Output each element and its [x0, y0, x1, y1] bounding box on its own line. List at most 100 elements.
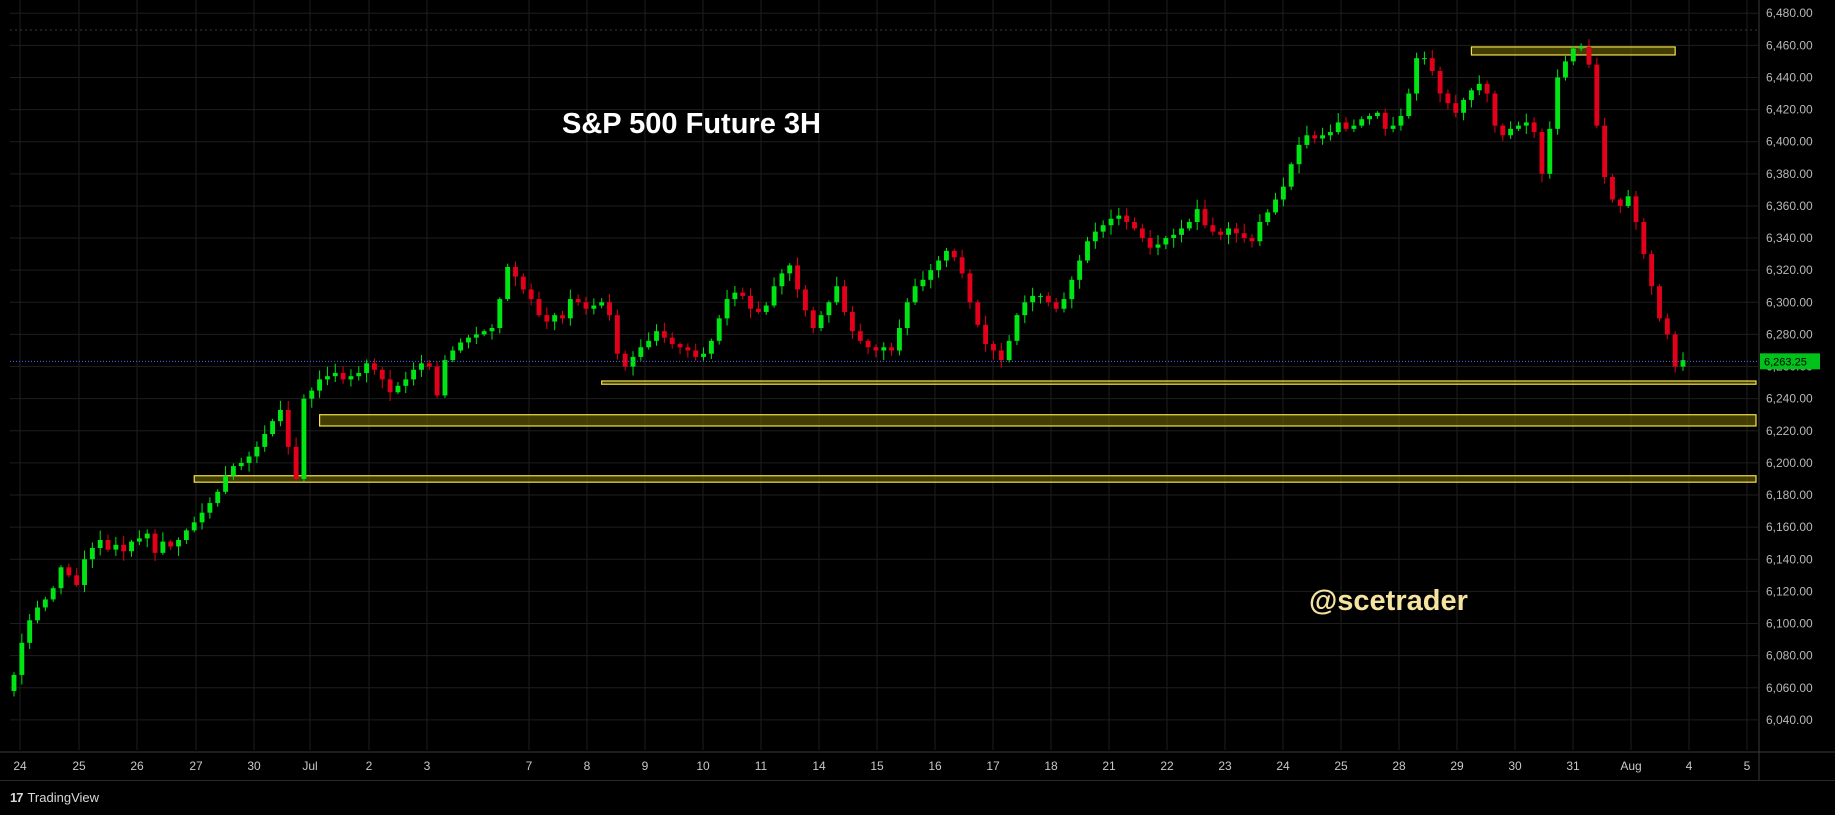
candle-body [1124, 215, 1130, 222]
candle [881, 342, 887, 361]
candle-body [513, 266, 518, 277]
candle-body [936, 260, 942, 271]
candle-body [262, 434, 268, 447]
candle [1539, 128, 1545, 183]
candle-body [1421, 58, 1427, 60]
candle [904, 298, 910, 336]
candle [1351, 119, 1357, 133]
candle-body [1233, 228, 1239, 234]
candle-body [1367, 116, 1373, 120]
candle [1069, 276, 1075, 309]
candle [826, 300, 832, 323]
candle-body [575, 299, 581, 303]
candle [82, 550, 87, 593]
candle [466, 334, 471, 349]
candle [1273, 192, 1278, 215]
candle-body [1586, 46, 1592, 65]
candle [42, 596, 48, 612]
candle [1570, 46, 1576, 66]
candle-body [1453, 103, 1459, 113]
candle [129, 539, 134, 557]
y-tick-label: 6,480.00 [1766, 6, 1813, 20]
candle [1563, 55, 1568, 81]
candle-body [497, 299, 503, 328]
candle-body [1132, 222, 1137, 229]
candle-body [1469, 90, 1474, 100]
y-tick-label: 6,280.00 [1766, 327, 1813, 341]
candle [591, 298, 597, 315]
y-tick-label: 6,080.00 [1766, 649, 1813, 663]
candle-body [1664, 318, 1670, 335]
candle [677, 342, 683, 355]
support-zone-6225 [318, 414, 1757, 427]
candle [254, 441, 260, 463]
candle-body [740, 292, 746, 296]
candle-body [1429, 58, 1435, 72]
candle [332, 363, 338, 383]
candle [1633, 191, 1639, 230]
candle [724, 289, 730, 326]
y-tick-label: 6,380.00 [1766, 167, 1813, 181]
candle [1547, 121, 1553, 179]
candle [176, 537, 181, 556]
candle-body [1602, 125, 1608, 178]
candle [1359, 116, 1365, 128]
candle [1445, 89, 1451, 110]
x-tick-label: 25 [72, 759, 86, 773]
candle-body [1508, 128, 1514, 136]
candle-body [928, 270, 934, 280]
candle-body [1053, 302, 1059, 309]
candle [1116, 207, 1122, 226]
x-tick-label: 21 [1102, 759, 1116, 773]
candle [1085, 236, 1090, 264]
candle-body [567, 299, 573, 319]
candle-body [1163, 238, 1169, 245]
candle [238, 457, 244, 471]
x-tick-label: 27 [189, 759, 203, 773]
candle [1320, 127, 1325, 145]
candle-body [1312, 135, 1318, 139]
candle [1672, 331, 1678, 373]
chart-canvas[interactable]: 6,040.00 6,060.00 6,080.00 6,100.00 6,120.00… [0, 0, 1835, 780]
candle-body [669, 337, 675, 345]
candle [1155, 235, 1161, 256]
candle-body [771, 286, 777, 306]
candle [168, 539, 174, 550]
candle [889, 342, 895, 356]
candle-body [991, 344, 996, 351]
candle [19, 633, 25, 685]
candle-body [1649, 254, 1655, 287]
tradingview-brand[interactable]: 17 TradingView [10, 790, 99, 805]
candle-body [11, 674, 17, 691]
candle-body [419, 363, 424, 370]
candle [567, 289, 573, 326]
x-tick-label: 10 [696, 759, 710, 773]
candle [857, 323, 863, 344]
candle [1414, 52, 1420, 101]
candle [11, 672, 17, 697]
candle [732, 285, 738, 307]
candle-body [944, 250, 949, 261]
candle-body [364, 363, 370, 373]
candle-body [1014, 315, 1020, 341]
candle [442, 355, 448, 398]
y-tick-label: 6,340.00 [1766, 231, 1813, 245]
candle-body [285, 409, 291, 447]
candle [536, 291, 542, 318]
candle-body [904, 302, 910, 328]
x-tick-label: 31 [1566, 759, 1580, 773]
tradingview-logo-icon: 17 [10, 790, 24, 805]
candle [1257, 214, 1263, 246]
x-tick-label: 11 [755, 759, 768, 773]
candle [207, 497, 213, 519]
x-tick-label: 8 [584, 759, 591, 773]
candle [450, 346, 456, 363]
candle-body [466, 337, 471, 343]
candle [936, 255, 942, 278]
candle-body [685, 347, 691, 351]
candle [1641, 218, 1647, 259]
candle-body [1382, 112, 1388, 129]
candle-body [481, 331, 487, 335]
candle-body [1179, 228, 1184, 235]
